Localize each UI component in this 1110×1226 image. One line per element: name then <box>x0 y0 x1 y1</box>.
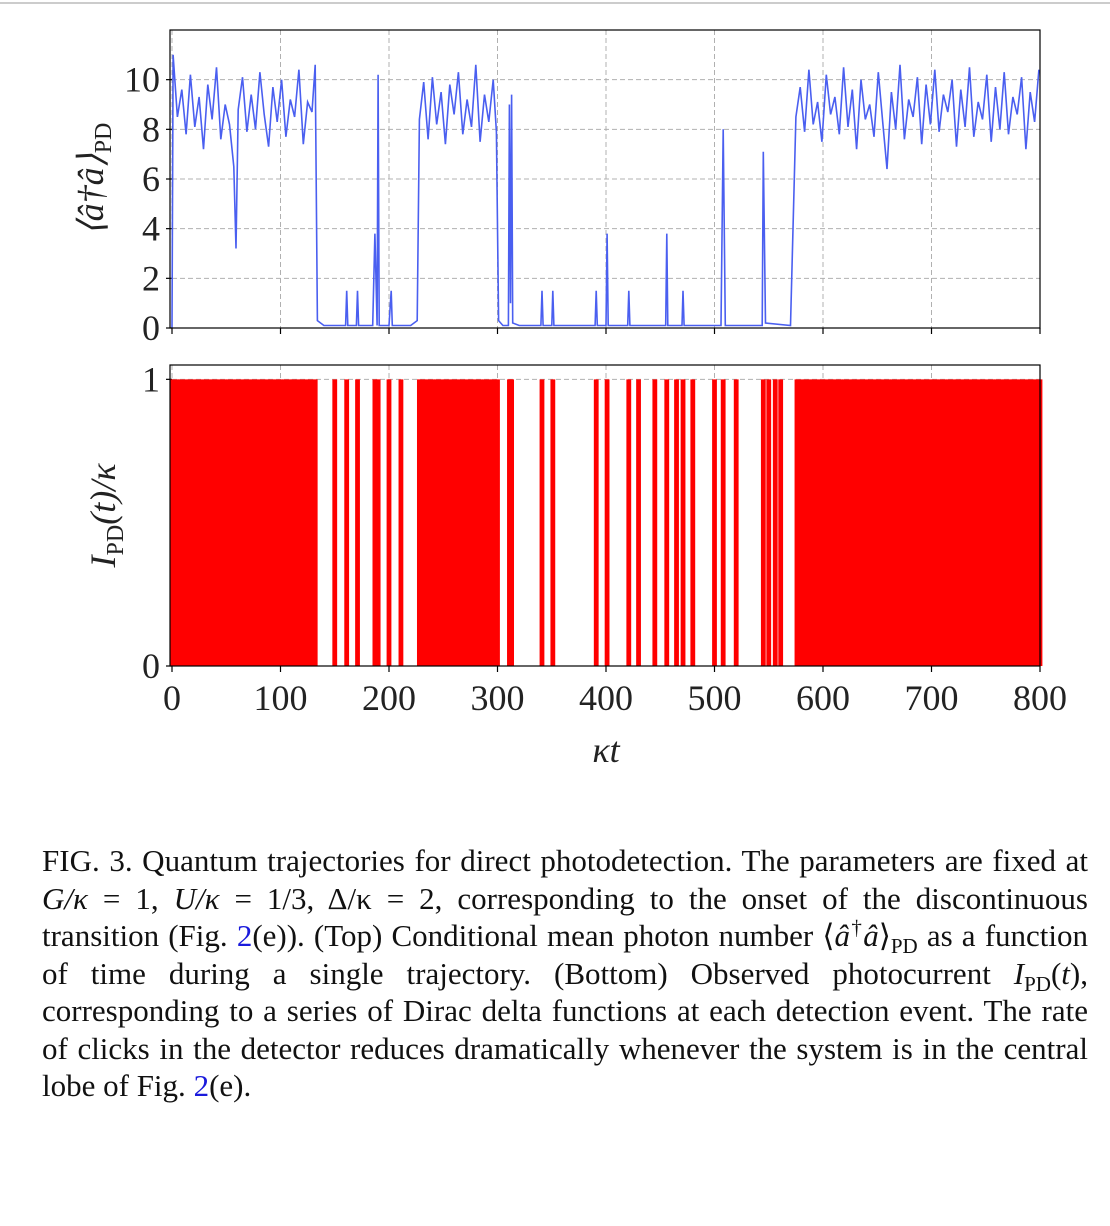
caption-link[interactable]: 2 <box>193 1068 210 1103</box>
caption-text: (e). <box>209 1068 252 1103</box>
caption-text: PD <box>1024 971 1051 996</box>
y-tick-label: 6 <box>142 159 160 199</box>
x-tick-label: 400 <box>579 678 633 718</box>
axes-frame <box>169 29 1041 329</box>
trajectory-line <box>171 54 1040 329</box>
caption-text: ( <box>1050 955 1062 991</box>
y-tick-label: 2 <box>142 258 160 298</box>
y-axis-label: ⟨â†â⟩PD <box>71 123 117 236</box>
caption-text: I <box>1013 955 1025 991</box>
x-axis-label: κt <box>592 730 620 770</box>
caption: FIG. 3. Quantum trajectories for direct … <box>42 842 1088 1105</box>
y-axis-label: IPD(t)/κ <box>83 463 129 569</box>
top-rule <box>0 2 1110 4</box>
caption-link[interactable]: 2 <box>236 918 253 953</box>
caption-text: ), corresponding to a series of Dirac de… <box>42 955 1088 1104</box>
caption-text: as a function of time during a single tr… <box>42 918 1089 991</box>
caption-text: â <box>834 918 850 953</box>
caption-text: = 1/3, Δ/κ = 2, corresponding to the ons… <box>42 880 1088 954</box>
caption-text: (e)). (Top) Conditional mean photon numb… <box>252 918 835 953</box>
caption-text: † <box>849 915 864 940</box>
y-axis-label-main: ⟨â†â⟩ <box>71 153 111 235</box>
caption-text: PD <box>890 934 918 959</box>
x-tick-label: 200 <box>362 678 416 718</box>
y-tick-label: 0 <box>142 646 160 686</box>
y-axis-label-main: I <box>83 553 123 568</box>
caption-text: â <box>863 918 879 953</box>
y-tick-label: 0 <box>142 308 160 348</box>
x-tick-label: 300 <box>471 678 525 718</box>
x-tick-label: 100 <box>254 678 308 718</box>
y-tick-label: 1 <box>142 359 160 399</box>
y-axis-label-sub: PD <box>91 123 117 154</box>
caption-text: t <box>1061 955 1070 991</box>
caption-text: FIG. 3. Quantum trajectories for direct … <box>42 843 1088 878</box>
x-tick-label: 600 <box>796 678 850 718</box>
caption-text: ⟩ <box>878 918 891 953</box>
caption-text: = 1, <box>87 880 174 916</box>
x-tick-label: 500 <box>688 678 742 718</box>
y-axis-label-tail: (t)/κ <box>83 463 123 525</box>
y-tick-label: 4 <box>142 209 160 249</box>
caption-text: U/κ <box>173 880 220 916</box>
y-axis-label-sub: PD <box>103 525 129 556</box>
x-tick-label: 0 <box>163 678 181 718</box>
caption-text: G/κ <box>42 880 88 916</box>
y-tick-label: 10 <box>124 60 160 100</box>
x-tick-label: 800 <box>1013 678 1067 718</box>
y-tick-label: 8 <box>142 109 160 149</box>
x-tick-label: 700 <box>905 678 959 718</box>
axes-frame <box>169 364 1041 667</box>
